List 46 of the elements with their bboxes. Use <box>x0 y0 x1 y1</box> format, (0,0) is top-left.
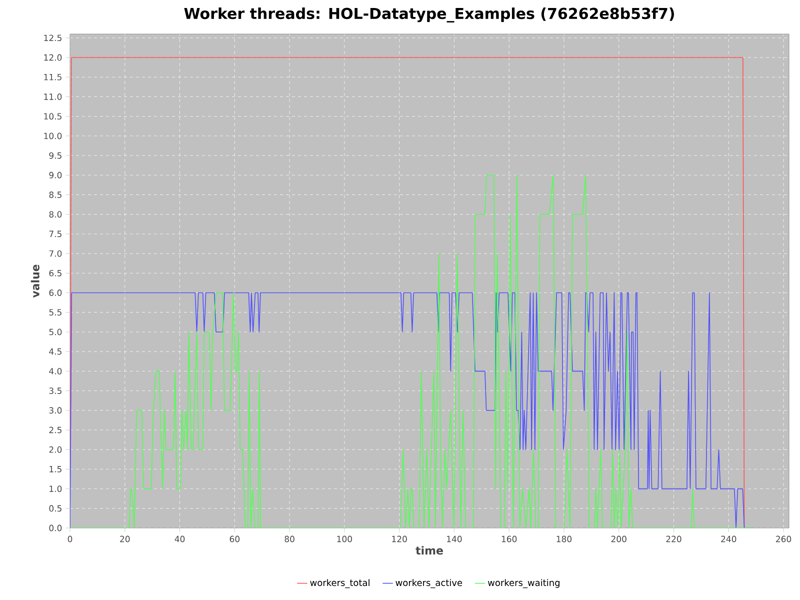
y-tick-label: 1.0 <box>50 486 62 492</box>
x-tick-label: 260 <box>776 536 792 542</box>
x-tick-label: 160 <box>502 536 517 542</box>
y-tick-label: 1.5 <box>50 466 62 472</box>
y-tick-label: 2.0 <box>49 446 62 453</box>
y-tick-label: 9.5 <box>49 152 62 159</box>
y-tick-label: 11.5 <box>44 74 62 80</box>
legend-label: workers_active <box>396 579 462 588</box>
y-tick-label: 12.0 <box>44 54 62 61</box>
y-tick-label: 7.5 <box>49 230 62 238</box>
x-tick-label: 60 <box>230 536 240 542</box>
x-tick-label: 220 <box>666 536 682 542</box>
chart-title: Worker threads: HOL-Datatype_Examples (76262e8b53f7) <box>184 8 674 22</box>
legend-label: workers_waiting <box>488 579 560 588</box>
y-tick-label: 8.5 <box>49 192 62 198</box>
y-tick-label: 10.0 <box>44 132 62 140</box>
legend-label: workers_total <box>310 579 370 588</box>
y-tick-label: 6.5 <box>49 270 62 276</box>
y-tick-label: 0.0 <box>49 524 62 532</box>
y-tick-label: 2.5 <box>49 426 62 434</box>
y-tick-label: 5.0 <box>49 328 62 336</box>
x-tick-label: 20 <box>120 536 130 542</box>
x-tick-label: 140 <box>447 536 462 542</box>
y-tick-label: 5.5 <box>49 309 62 316</box>
x-tick-label: 180 <box>556 536 572 542</box>
y-tick-label: 0.5 <box>49 505 62 512</box>
x-tick-label: 0 <box>68 536 72 542</box>
y-tick-label: 4.0 <box>49 368 62 374</box>
x-axis-title: time <box>416 546 443 555</box>
y-tick-label: 9.0 <box>49 172 62 178</box>
y-tick-label: 11.0 <box>44 94 62 100</box>
y-tick-label: 7.0 <box>49 250 62 257</box>
y-axis-title: value <box>30 264 40 298</box>
y-tick-label: 12.5 <box>44 34 62 42</box>
x-tick-label: 120 <box>392 536 407 542</box>
y-tick-label: 6.0 <box>49 290 62 296</box>
x-tick-label: 40 <box>174 536 185 542</box>
x-tick-label: 200 <box>611 536 626 542</box>
x-tick-label: 80 <box>284 536 294 542</box>
y-tick-label: 4.5 <box>49 348 62 355</box>
y-tick-label: 3.0 <box>49 407 62 414</box>
y-tick-label: 8.0 <box>49 211 62 218</box>
x-tick-label: 100 <box>337 536 352 542</box>
y-tick-label: 3.5 <box>49 388 62 394</box>
x-tick-label: 240 <box>721 536 736 542</box>
y-tick-label: 10.5 <box>44 113 62 120</box>
